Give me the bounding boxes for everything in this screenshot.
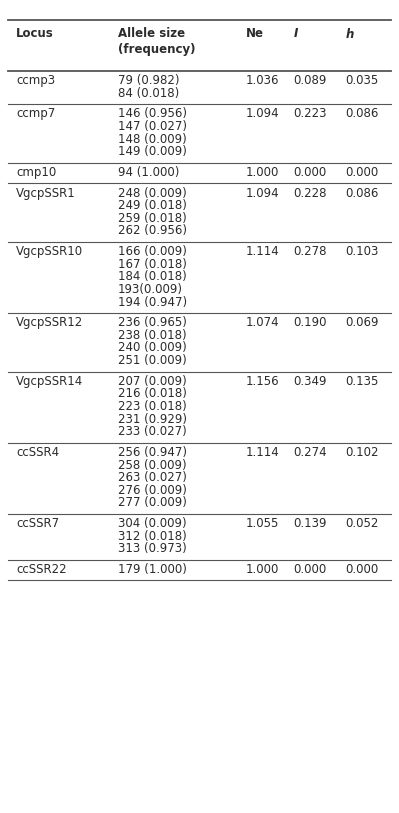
Text: 166 (0.009): 166 (0.009)	[118, 245, 187, 258]
Text: 233 (0.027): 233 (0.027)	[118, 425, 186, 438]
Text: ccSSR4: ccSSR4	[16, 446, 59, 459]
Text: 0.086: 0.086	[345, 107, 379, 120]
Text: 147 (0.027): 147 (0.027)	[118, 120, 187, 133]
Text: 0.069: 0.069	[345, 316, 379, 329]
Text: 1.114: 1.114	[245, 245, 279, 258]
Text: 0.349: 0.349	[293, 375, 327, 388]
Text: 184 (0.018): 184 (0.018)	[118, 270, 186, 283]
Text: 1.074: 1.074	[245, 316, 279, 329]
Text: $\bfit{h}$: $\bfit{h}$	[345, 27, 355, 41]
Text: $\bfit{I}$: $\bfit{I}$	[293, 27, 299, 40]
Text: 262 (0.956): 262 (0.956)	[118, 224, 187, 237]
Text: Ne: Ne	[245, 27, 263, 40]
Text: VgcpSSR12: VgcpSSR12	[16, 316, 83, 329]
Text: 238 (0.018): 238 (0.018)	[118, 328, 186, 341]
Text: ccSSR22: ccSSR22	[16, 563, 67, 576]
Text: 259 (0.018): 259 (0.018)	[118, 212, 186, 224]
Text: 251 (0.009): 251 (0.009)	[118, 354, 186, 367]
Text: 0.000: 0.000	[345, 563, 378, 576]
Text: 0.000: 0.000	[345, 166, 378, 179]
Text: 263 (0.027): 263 (0.027)	[118, 471, 187, 484]
Text: 1.000: 1.000	[245, 166, 279, 179]
Text: 276 (0.009): 276 (0.009)	[118, 484, 187, 497]
Text: ccSSR7: ccSSR7	[16, 517, 59, 530]
Text: 167 (0.018): 167 (0.018)	[118, 258, 187, 271]
Text: 249 (0.018): 249 (0.018)	[118, 199, 187, 212]
Text: 231 (0.929): 231 (0.929)	[118, 412, 187, 425]
Text: 256 (0.947): 256 (0.947)	[118, 446, 187, 459]
Text: cmp10: cmp10	[16, 166, 56, 179]
Text: 0.000: 0.000	[293, 166, 326, 179]
Text: 0.190: 0.190	[293, 316, 327, 329]
Text: 0.228: 0.228	[293, 186, 327, 199]
Text: 79 (0.982): 79 (0.982)	[118, 74, 179, 87]
Text: VgcpSSR1: VgcpSSR1	[16, 186, 76, 199]
Text: 1.094: 1.094	[245, 107, 279, 120]
Text: VgcpSSR14: VgcpSSR14	[16, 375, 83, 388]
Text: 248 (0.009): 248 (0.009)	[118, 186, 186, 199]
Text: Allele size
(frequency): Allele size (frequency)	[118, 27, 195, 56]
Text: 236 (0.965): 236 (0.965)	[118, 316, 187, 329]
Text: 312 (0.018): 312 (0.018)	[118, 530, 186, 542]
Text: 146 (0.956): 146 (0.956)	[118, 107, 187, 120]
Text: ccmp7: ccmp7	[16, 107, 55, 120]
Text: 0.089: 0.089	[293, 74, 327, 87]
Text: 0.135: 0.135	[345, 375, 379, 388]
Text: 0.274: 0.274	[293, 446, 327, 459]
Text: 0.139: 0.139	[293, 517, 327, 530]
Text: 194 (0.947): 194 (0.947)	[118, 295, 187, 308]
Text: 223 (0.018): 223 (0.018)	[118, 400, 186, 413]
Text: 148 (0.009): 148 (0.009)	[118, 133, 186, 146]
Text: 240 (0.009): 240 (0.009)	[118, 341, 186, 354]
Text: 313 (0.973): 313 (0.973)	[118, 542, 186, 555]
Text: 304 (0.009): 304 (0.009)	[118, 517, 186, 530]
Text: 0.052: 0.052	[345, 517, 379, 530]
Text: 94 (1.000): 94 (1.000)	[118, 166, 179, 179]
Text: 149 (0.009): 149 (0.009)	[118, 145, 187, 158]
Text: 0.278: 0.278	[293, 245, 327, 258]
Text: 84 (0.018): 84 (0.018)	[118, 86, 179, 99]
Text: 216 (0.018): 216 (0.018)	[118, 387, 187, 400]
Text: 0.223: 0.223	[293, 107, 327, 120]
Text: 0.102: 0.102	[345, 446, 379, 459]
Text: 179 (1.000): 179 (1.000)	[118, 563, 187, 576]
Text: 1.156: 1.156	[245, 375, 279, 388]
Text: 1.094: 1.094	[245, 186, 279, 199]
Text: 0.103: 0.103	[345, 245, 379, 258]
Text: 0.086: 0.086	[345, 186, 379, 199]
Text: 193(0.009): 193(0.009)	[118, 283, 183, 296]
Text: 1.036: 1.036	[245, 74, 279, 87]
Text: 1.114: 1.114	[245, 446, 279, 459]
Text: VgcpSSR10: VgcpSSR10	[16, 245, 83, 258]
Text: 207 (0.009): 207 (0.009)	[118, 375, 186, 388]
Text: 0.000: 0.000	[293, 563, 326, 576]
Text: ccmp3: ccmp3	[16, 74, 55, 87]
Text: Locus: Locus	[16, 27, 54, 40]
Text: 277 (0.009): 277 (0.009)	[118, 496, 187, 509]
Text: 1.000: 1.000	[245, 563, 279, 576]
Text: 258 (0.009): 258 (0.009)	[118, 459, 186, 472]
Text: 0.035: 0.035	[345, 74, 378, 87]
Text: 1.055: 1.055	[245, 517, 279, 530]
